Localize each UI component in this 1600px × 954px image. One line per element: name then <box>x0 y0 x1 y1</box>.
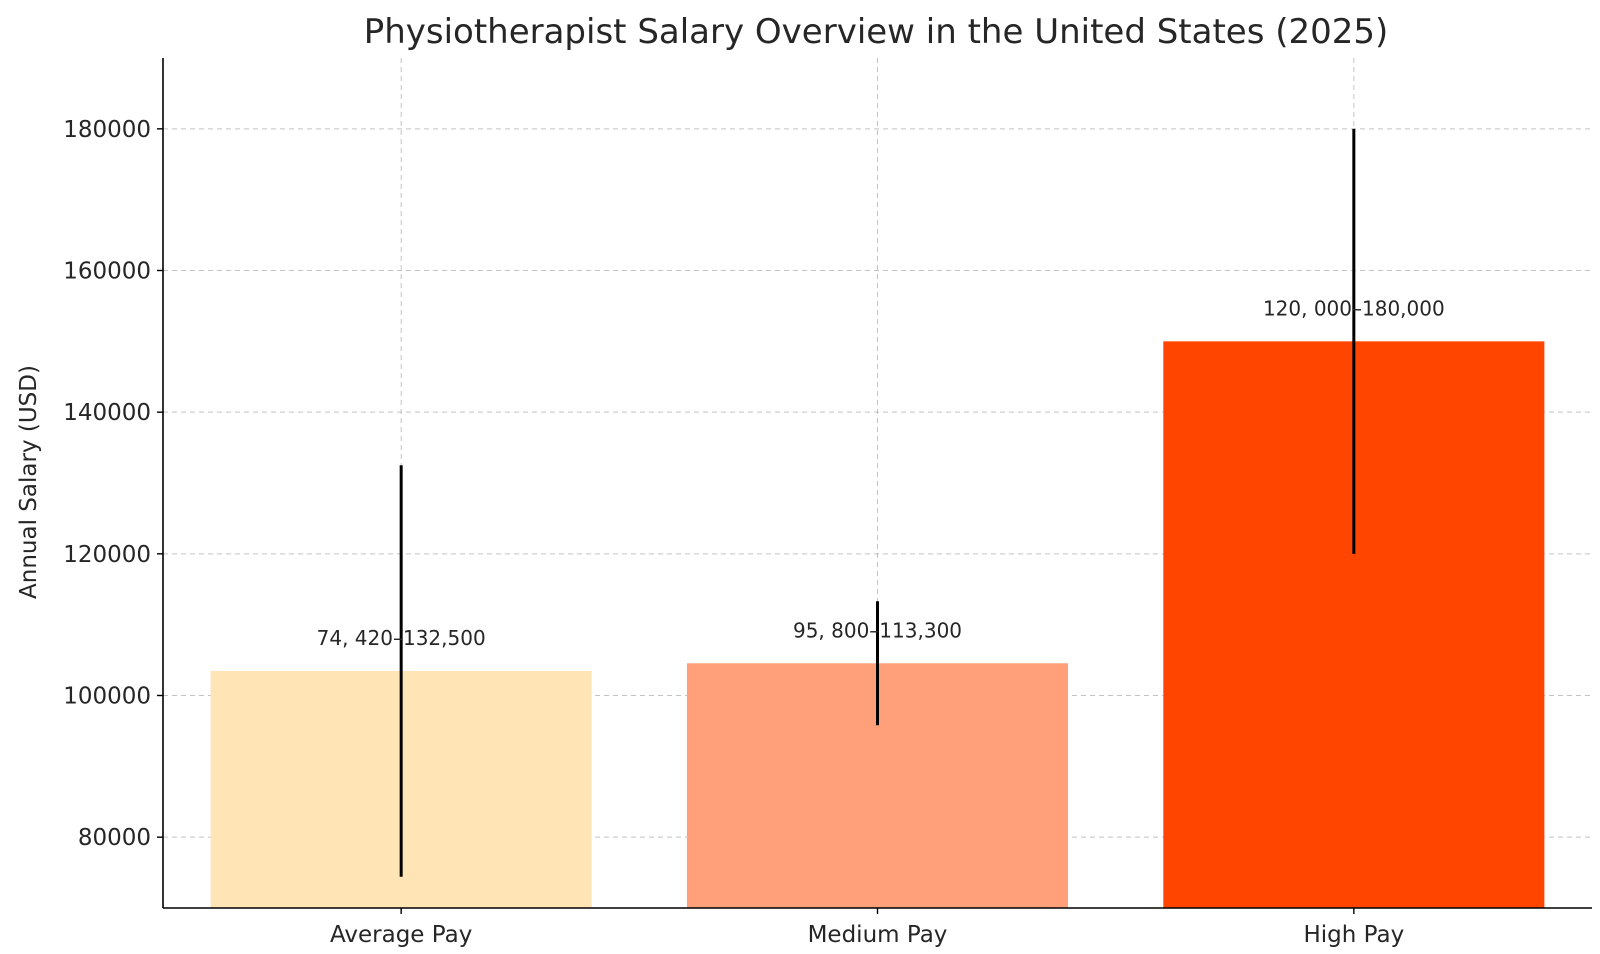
x-tick-label-1: Medium Pay <box>808 922 948 948</box>
range-label-1: 95, 800–113,300 <box>793 618 962 642</box>
y-axis-label: Annual Salary (USD) <box>16 365 42 599</box>
y-tick-label-5: 180000 <box>63 117 151 143</box>
x-tick-label-2: High Pay <box>1303 922 1404 948</box>
x-tick-label-0: Average Pay <box>330 922 472 948</box>
tick-labels: 80000 100000 120000 140000 160000 180000 Avera… <box>63 117 1404 948</box>
range-annotations: 74, 420–132,500 95, 800–113,300 120, 000–1… <box>317 296 1445 650</box>
y-tick-label-0: 80000 <box>78 825 151 851</box>
y-tick-label-1: 100000 <box>63 684 151 710</box>
y-tick-label-3: 140000 <box>63 400 151 426</box>
y-tick-label-2: 120000 <box>63 542 151 568</box>
chart-title: Physiotherapist Salary Overview in the U… <box>364 12 1389 52</box>
range-label-0: 74, 420–132,500 <box>317 626 486 650</box>
error-bars <box>399 128 1356 877</box>
range-label-2: 120, 000–180,000 <box>1263 296 1445 320</box>
y-tick-label-4: 160000 <box>63 259 151 285</box>
